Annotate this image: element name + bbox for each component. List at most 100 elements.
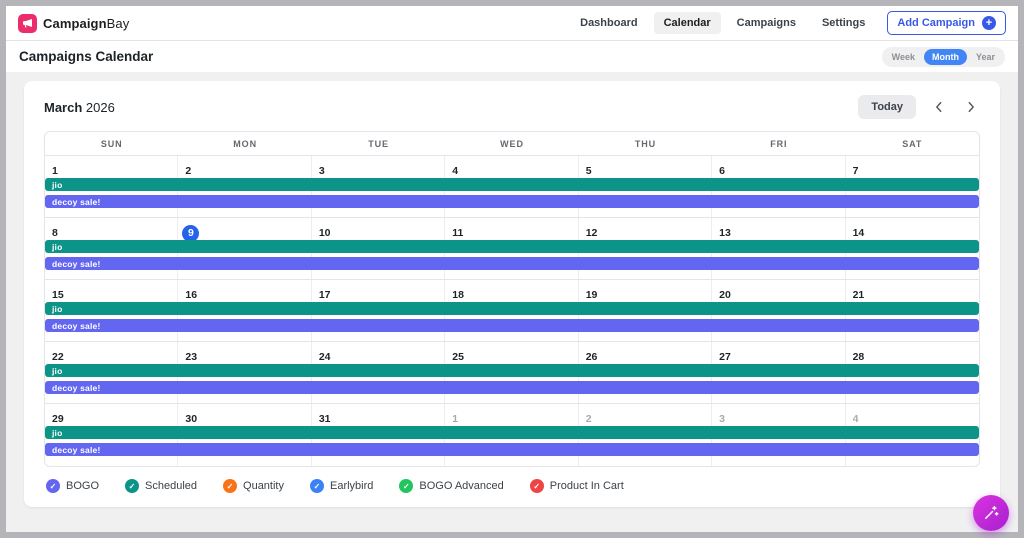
event-bar[interactable]: decoy sale!	[45, 443, 979, 456]
event-bar[interactable]: decoy sale!	[45, 195, 979, 208]
legend-item-bogo-advanced: ✓ BOGO Advanced	[399, 479, 504, 493]
add-campaign-label: Add Campaign	[897, 17, 975, 29]
app-window: CampaignBay Dashboard Calendar Campaigns Se…	[6, 6, 1018, 532]
nav-item-campaigns[interactable]: Campaigns	[736, 17, 796, 29]
next-month-button[interactable]	[962, 98, 980, 116]
day-number: 8	[52, 227, 58, 239]
nav-item-calendar[interactable]: Calendar	[653, 12, 721, 34]
logo-text: CampaignBay	[43, 15, 130, 31]
megaphone-logo-icon	[18, 13, 37, 33]
nav-item-dashboard[interactable]: Dashboard	[580, 17, 638, 29]
day-number: 23	[185, 351, 198, 363]
add-campaign-button[interactable]: Add Campaign +	[887, 11, 1006, 35]
week-row: 15 16 17 18 19 20 21 jio decoy sale!	[45, 280, 979, 342]
day-number: 25	[452, 351, 464, 363]
prev-month-button[interactable]	[930, 98, 948, 116]
event-bar[interactable]: jio	[45, 302, 979, 315]
day-cell[interactable]: 28	[846, 342, 979, 403]
legend-item-bogo: ✓ BOGO	[46, 479, 99, 493]
day-number: 31	[318, 413, 331, 425]
magic-wand-fab-button[interactable]	[973, 495, 1009, 531]
week-row: 29 30 31 1 2 3 4 jio decoy sale!	[45, 404, 979, 466]
view-option-year[interactable]: Year	[975, 51, 995, 62]
event-bars: jio decoy sale!	[45, 240, 979, 274]
today-button[interactable]: Today	[858, 95, 916, 119]
day-number: 14	[852, 227, 865, 239]
event-bar[interactable]: decoy sale!	[45, 381, 979, 394]
day-number: 17	[318, 289, 331, 301]
event-bar[interactable]: decoy sale!	[45, 319, 979, 332]
calendar-controls: Today	[858, 95, 980, 119]
day-number: 2	[185, 165, 192, 177]
chevron-right-icon	[968, 101, 974, 113]
top-navbar: CampaignBay Dashboard Calendar Campaigns Se…	[6, 6, 1018, 41]
day-number: 24	[318, 351, 331, 363]
nav-items: Dashboard Calendar Campaigns Settings	[570, 12, 875, 34]
day-of-week-header: SUN MON TUE WED THU FRI SAT	[45, 132, 979, 156]
day-number: 28	[852, 351, 865, 363]
dow-label: THU	[634, 139, 657, 149]
event-bar[interactable]: jio	[45, 178, 979, 191]
logo[interactable]: CampaignBay	[18, 13, 130, 33]
today-badge: 9	[182, 224, 200, 242]
day-number: 10	[318, 227, 331, 239]
day-cell[interactable]: 21	[846, 280, 979, 341]
day-number: 5	[585, 165, 592, 177]
day-number: 2	[585, 413, 592, 425]
dow-label: FRI	[770, 139, 788, 149]
check-icon: ✓	[46, 479, 60, 493]
day-number: 16	[185, 289, 198, 301]
legend-label: BOGO	[66, 480, 100, 492]
day-cell[interactable]: 7	[846, 156, 979, 217]
legend: ✓ BOGO ✓ Scheduled ✓ Quantity ✓ Earlybird ✓ BOGO …	[44, 479, 980, 493]
check-icon: ✓	[399, 479, 414, 493]
month-label: March	[44, 99, 83, 115]
main-content: March 2026 Today SUN MON TUE WED THU FRI SAT 1…	[6, 72, 1018, 532]
check-icon: ✓	[223, 479, 238, 493]
event-bar[interactable]: jio	[45, 426, 979, 439]
day-number: 27	[719, 351, 731, 363]
event-bars: jio decoy sale!	[45, 426, 979, 460]
day-number: 30	[185, 413, 198, 425]
day-number: 26	[585, 351, 598, 363]
view-toggle: Week Month Year	[881, 46, 1005, 67]
chevron-left-icon	[936, 101, 942, 113]
view-option-month[interactable]: Month	[923, 48, 967, 65]
check-icon: ✓	[125, 479, 140, 493]
day-number: 11	[452, 227, 464, 239]
day-number: 7	[852, 165, 859, 177]
day-number: 12	[585, 227, 598, 239]
day-number: 3	[318, 165, 325, 177]
day-number: 29	[52, 413, 64, 425]
week-row: 8 9 10 11 12 13 14 jio decoy sale!	[45, 218, 979, 280]
event-bars: jio decoy sale!	[45, 364, 979, 398]
day-cell[interactable]: 4	[846, 404, 979, 466]
nav-item-settings[interactable]: Settings	[821, 17, 866, 29]
week-row: 22 23 24 25 26 27 28 jio decoy sale!	[45, 342, 979, 404]
day-number: 21	[852, 289, 865, 301]
plus-icon: +	[982, 16, 996, 30]
event-bar[interactable]: decoy sale!	[45, 257, 979, 270]
legend-label: Scheduled	[145, 480, 198, 492]
dow-label: TUE	[368, 139, 389, 149]
event-bars: jio decoy sale!	[45, 178, 979, 212]
day-number: 22	[52, 351, 64, 363]
view-option-week[interactable]: Week	[891, 51, 915, 62]
day-number: 18	[452, 289, 464, 301]
legend-item-scheduled: ✓ Scheduled	[125, 479, 197, 493]
event-bar[interactable]: jio	[45, 240, 979, 253]
day-number: 6	[719, 165, 725, 177]
legend-label: Product In Cart	[549, 480, 624, 492]
week-row: 1 2 3 4 5 6 7 jio decoy sale!	[45, 156, 979, 218]
page-title: Campaigns Calendar	[19, 49, 154, 64]
legend-item-quantity: ✓ Quantity	[223, 479, 284, 493]
calendar-card: March 2026 Today SUN MON TUE WED THU FRI SAT 1…	[24, 81, 1000, 507]
event-bar[interactable]: jio	[45, 364, 979, 377]
calendar-toolbar: March 2026 Today	[44, 95, 980, 119]
legend-item-product-in-cart: ✓ Product In Cart	[529, 479, 624, 493]
day-number: 15	[52, 289, 64, 301]
day-number: 3	[719, 413, 725, 425]
legend-label: BOGO Advanced	[419, 480, 504, 492]
legend-item-earlybird: ✓ Earlybird	[309, 479, 373, 493]
day-cell[interactable]: 14	[846, 218, 979, 279]
